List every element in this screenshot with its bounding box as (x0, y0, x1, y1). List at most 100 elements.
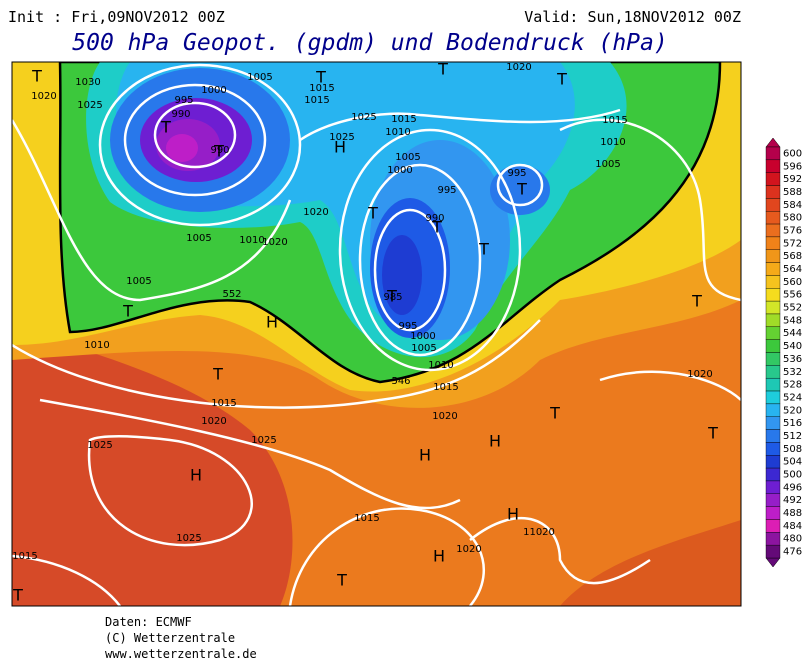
isobar-label: 1020 (303, 207, 328, 218)
colorbar-cell (765, 403, 781, 417)
colorbar-label: 548 (783, 315, 802, 326)
colorbar-cell (765, 262, 781, 276)
isobar-label: 1025 (87, 440, 112, 451)
isobar-label: 1005 (411, 343, 436, 354)
colorbar-label: 532 (783, 367, 802, 378)
isobar-label: 1020 (262, 237, 287, 248)
colorbar-label: 592 (783, 174, 802, 185)
isobar-label: 1000 (201, 85, 226, 96)
isobar-label: 1030 (75, 77, 100, 88)
colorbar-label: 568 (783, 251, 802, 262)
pressure-center: T (431, 218, 442, 237)
map-frame (11, 61, 742, 607)
colorbar-label: 480 (783, 534, 802, 545)
isobar-label: 1020 (456, 544, 481, 555)
colorbar-cell (765, 249, 781, 263)
colorbar-label: 580 (783, 213, 802, 224)
colorbar-label: 516 (783, 418, 802, 429)
colorbar-label: 524 (783, 392, 802, 403)
pressure-center: T (556, 70, 567, 89)
colorbar-cell (765, 365, 781, 379)
footer-line: (C) Wetterzentrale (105, 631, 235, 645)
pressure-center: T (478, 240, 489, 259)
pressure-center: T (516, 180, 527, 199)
pressure-center: H (433, 547, 445, 566)
isobar-label: 1025 (176, 533, 201, 544)
isobar-label: 1015 (433, 382, 458, 393)
isobar-label: 1025 (77, 100, 102, 111)
isobar-label: 1015 (309, 83, 334, 94)
isobar-label: 1005 (395, 152, 420, 163)
isobar-label: 1025 (251, 435, 276, 446)
isobar-label: 1005 (186, 233, 211, 244)
colorbar-cell (765, 467, 781, 482)
pressure-center: H (266, 313, 278, 332)
colorbar-cell (765, 506, 781, 520)
pressure-center: T (213, 142, 224, 161)
colorbar-cell (765, 377, 781, 392)
colorbar-label: 584 (783, 200, 802, 211)
colorbar-label: 476 (783, 547, 802, 558)
colorbar-label: 596 (783, 161, 802, 172)
contour-label: 546 (391, 376, 410, 387)
colorbar-cell (765, 352, 781, 366)
colorbar-label: 536 (783, 354, 802, 365)
colorbar-cell (765, 300, 781, 315)
valid-time: Valid: Sun,18NOV2012 00Z (524, 8, 741, 26)
colorbar-label: 588 (783, 187, 802, 198)
contour-label: 552 (222, 289, 241, 300)
isobar-label: 1025 (351, 112, 376, 123)
colorbar-cell (765, 339, 781, 353)
colorbar-label: 560 (783, 277, 802, 288)
isobar-label: 985 (383, 292, 402, 303)
colorbar-label: 500 (783, 470, 802, 481)
colorbar-cell (765, 275, 781, 289)
colorbar-label: 552 (783, 303, 802, 314)
isobar-label: 1005 (595, 159, 620, 170)
colorbar-label: 564 (783, 264, 802, 275)
colorbar-label: 572 (783, 238, 802, 249)
colorbar-cell (765, 288, 781, 302)
isobar-label: 1020 (687, 369, 712, 380)
footer-line: Daten: ECMWF (105, 615, 192, 629)
pressure-center: H (507, 505, 519, 524)
pressure-center: H (334, 138, 346, 157)
isobar-label: 1020 (432, 411, 457, 422)
colorbar-cell (765, 532, 781, 546)
isobar-label: 995 (398, 321, 417, 332)
isobar-label: 1015 (12, 551, 37, 562)
isobar-label: 1015 (211, 398, 236, 409)
isobar-label: 995 (437, 185, 456, 196)
colorbar-label: 520 (783, 405, 802, 416)
colorbar-label: 492 (783, 495, 802, 506)
isobar-label: 995 (174, 95, 193, 106)
isobar-label: 990 (171, 109, 190, 120)
colorbar-cell (765, 172, 781, 186)
pressure-center: H (190, 466, 202, 485)
pressure-center: T (691, 292, 702, 311)
colorbar-cell (765, 429, 781, 443)
isobar-label: 1015 (602, 115, 627, 126)
colorbar-label: 508 (783, 444, 802, 455)
pressure-center: T (160, 118, 171, 137)
colorbar-cap (765, 137, 781, 148)
colorbar-cell (765, 493, 781, 507)
colorbar-cap (765, 557, 781, 568)
pressure-center: T (707, 424, 718, 443)
isobar-label: 1020 (201, 416, 226, 427)
colorbar-cell (765, 480, 781, 494)
colorbar-label: 556 (783, 290, 802, 301)
pressure-center: T (386, 287, 397, 306)
isobar-label: 1020 (31, 91, 56, 102)
colorbar-label: 576 (783, 225, 802, 236)
isobar-label: 1010 (600, 137, 625, 148)
isobar-label: 995 (507, 168, 526, 179)
pressure-center: T (122, 302, 133, 321)
isobar-label: 1015 (391, 114, 416, 125)
colorbar-cell (765, 198, 781, 212)
map-field (12, 62, 741, 606)
isobar-label: 1020 (506, 62, 531, 73)
isobar-label: 1000 (410, 331, 435, 342)
isobar-label: 1025 (329, 132, 354, 143)
